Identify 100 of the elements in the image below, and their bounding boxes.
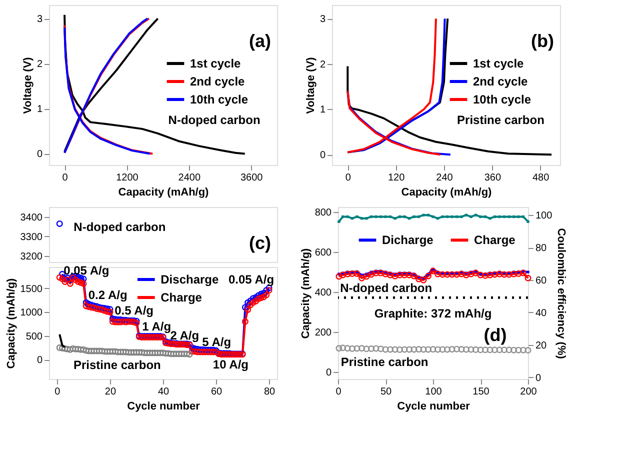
point [468, 346, 474, 353]
point [501, 346, 508, 354]
x-tick-label: 480 [532, 172, 550, 184]
point [506, 271, 512, 278]
y-tick-label: 0 [326, 367, 332, 378]
point [378, 346, 384, 352]
ref-line-label: Graphite: 372 mAh/g [374, 306, 492, 321]
y-tick-label: 2 [36, 59, 43, 70]
x-tick-label: 60 [210, 386, 223, 398]
x-tick-label: 0 [345, 172, 352, 184]
point [401, 272, 408, 278]
legend-label: 10th cycle [190, 92, 248, 106]
point [472, 346, 479, 353]
x-tick-label: 120 [388, 172, 406, 184]
legend-label: 2nd cycle [190, 74, 246, 88]
text: (a) [249, 31, 272, 51]
point [412, 215, 416, 218]
point [358, 345, 365, 352]
point [368, 271, 374, 278]
x-tick-label: 0 [336, 386, 342, 398]
point [468, 270, 474, 278]
x-axis-title: Cycle number [127, 400, 201, 412]
point [344, 270, 351, 278]
point [430, 346, 436, 353]
y-tick-label: 3 [320, 14, 326, 26]
annotation: N-doped carbon [74, 220, 166, 234]
point [496, 270, 503, 278]
annotation: Pristine carbon [457, 113, 544, 128]
y-tick-label: 0 [36, 149, 43, 160]
point [520, 270, 526, 276]
y2-axis-title: Coulombic efficiency (%) [555, 228, 568, 360]
line-series [338, 214, 530, 223]
x-axis-title: Capacity (mAh/g) [118, 186, 210, 198]
y-tick-label: 3200 [20, 252, 43, 263]
point [439, 271, 446, 278]
point [410, 272, 418, 280]
point [458, 346, 465, 353]
point [444, 346, 450, 353]
point [354, 345, 360, 352]
y-tick-label: 3300 [20, 232, 43, 243]
y2-tick-label: 60 [536, 276, 548, 287]
y-axis-title: Voltage (V) [22, 56, 34, 114]
y-tick-label: 800 [314, 208, 332, 219]
point [425, 346, 432, 353]
y2-tick-label: 80 [536, 243, 548, 254]
legend-label: Dicharge [382, 233, 434, 248]
point [387, 346, 394, 353]
x-tick-label: 1200 [116, 172, 139, 184]
point [434, 346, 441, 353]
point [340, 344, 346, 352]
y-tick-label: 1 [320, 104, 326, 116]
x-axis-title: Capacity (mAh/g) [401, 186, 492, 198]
point [520, 346, 526, 354]
point [406, 346, 412, 353]
point [340, 272, 346, 278]
point [448, 346, 456, 353]
text: (c) [249, 233, 272, 253]
x-tick-label: 240 [436, 172, 454, 184]
point [477, 272, 484, 278]
point [492, 271, 498, 278]
annotation: 0.05 A/g [64, 263, 110, 278]
point [510, 270, 517, 278]
y-tick-label: 1000 [20, 308, 43, 319]
legend-label: 1st cycle [473, 56, 524, 70]
annotation: 2 A/g [170, 328, 200, 342]
point [403, 215, 406, 218]
y2-tick-label: 20 [536, 340, 548, 352]
text: (b) [531, 31, 554, 51]
point [396, 346, 403, 353]
y-tick-label: 600 [314, 248, 332, 259]
point [378, 270, 384, 276]
point [368, 345, 374, 352]
x-tick-label: 150 [472, 386, 490, 398]
point [477, 346, 484, 354]
point [515, 270, 522, 277]
x-tick-label: 0 [62, 172, 68, 184]
point [430, 268, 436, 274]
annotation: 5 A/g [202, 335, 232, 350]
point [479, 215, 482, 218]
point [425, 272, 432, 280]
point [486, 346, 494, 354]
point [439, 346, 446, 353]
legend-label: Discharge [160, 272, 219, 286]
point [482, 272, 488, 279]
point [441, 215, 444, 218]
point [336, 345, 342, 352]
point [454, 346, 460, 352]
x-axis-title: Cycle number [397, 400, 471, 412]
legend-label: 10th cycle [473, 92, 532, 106]
point [401, 346, 408, 353]
point [416, 276, 422, 282]
point [510, 346, 517, 354]
point [444, 271, 450, 278]
annotation: Pristine carbon [73, 358, 161, 372]
legend-label: 1st cycle [190, 56, 242, 70]
y-tick-label: 1 [36, 104, 43, 116]
point [515, 346, 522, 354]
x-tick-label: 20 [104, 386, 116, 398]
y-tick-label: 0 [320, 150, 326, 162]
point [363, 346, 370, 352]
